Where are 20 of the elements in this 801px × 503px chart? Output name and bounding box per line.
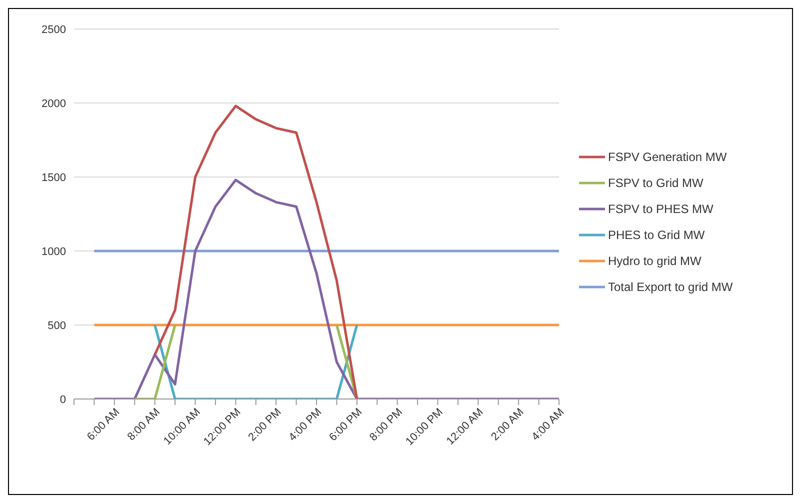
legend-label: Total Export to grid MW bbox=[608, 280, 733, 294]
y-tick-label: 2000 bbox=[42, 98, 66, 110]
x-tick-label: 6:00 PM bbox=[327, 406, 365, 444]
y-tick-label: 2500 bbox=[42, 24, 66, 36]
legend-label: FSPV to PHES MW bbox=[608, 202, 714, 216]
line-series bbox=[154, 104, 358, 399]
legend-label: FSPV Generation MW bbox=[608, 150, 727, 164]
legend-label: Hydro to grid MW bbox=[608, 254, 702, 268]
y-tick-label: 0 bbox=[60, 394, 66, 406]
x-tick-label: 6:00 AM bbox=[85, 406, 122, 444]
y-tick-label: 500 bbox=[48, 320, 66, 332]
x-tick-label: 4:00 PM bbox=[286, 406, 324, 444]
x-tick-label: 8:00 PM bbox=[368, 406, 405, 444]
line-series bbox=[92, 178, 560, 399]
x-tick-label: 4:00 AM bbox=[530, 406, 567, 444]
y-tick-label: 1000 bbox=[42, 246, 66, 258]
y-tick-label: 1500 bbox=[42, 172, 66, 184]
x-tick-label: 8:00 AM bbox=[125, 406, 162, 444]
legend-label: FSPV to Grid MW bbox=[608, 176, 704, 190]
legend-label: PHES to Grid MW bbox=[608, 228, 705, 242]
